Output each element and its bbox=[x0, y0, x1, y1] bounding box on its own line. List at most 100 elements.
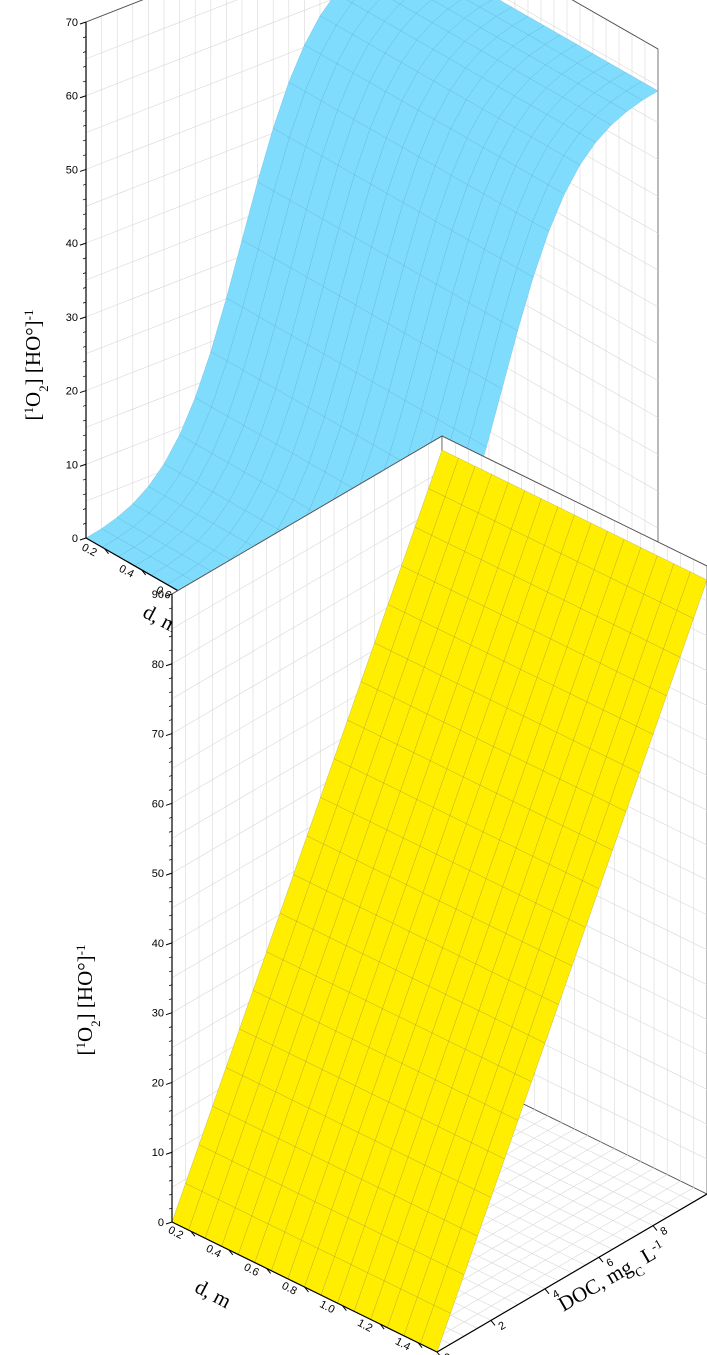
z-minor-tick bbox=[168, 998, 173, 1001]
z-axis-label: [1O2] [HO°]-1 bbox=[21, 310, 51, 421]
z-tick bbox=[79, 316, 87, 320]
y-tick-label: 0 bbox=[443, 1351, 454, 1355]
z-minor-tick bbox=[168, 691, 173, 694]
z-tick bbox=[79, 537, 87, 541]
z-tick-label: 40 bbox=[152, 938, 164, 950]
z-minor-tick bbox=[168, 1054, 173, 1056]
z-minor-tick bbox=[82, 301, 87, 304]
y-tick bbox=[598, 1256, 604, 1263]
surface-patch bbox=[346, 0, 355, 4]
z-minor-tick bbox=[168, 635, 173, 638]
z-minor-tick bbox=[168, 970, 173, 973]
z-minor-tick bbox=[82, 508, 87, 510]
z-tick-label: 90 bbox=[152, 589, 164, 601]
z-minor-tick bbox=[82, 183, 87, 186]
y-axis bbox=[436, 1193, 707, 1353]
x-tick bbox=[379, 1323, 385, 1330]
z-minor-tick bbox=[82, 36, 87, 39]
z-minor-tick bbox=[82, 228, 87, 230]
x-tick bbox=[266, 1268, 272, 1274]
z-minor-tick bbox=[82, 198, 87, 201]
z-minor-tick bbox=[82, 287, 87, 289]
z-tick bbox=[79, 242, 87, 246]
z-tick-label: 70 bbox=[152, 729, 164, 741]
x-tick bbox=[304, 1286, 309, 1293]
z-tick bbox=[165, 1012, 173, 1016]
z-tick-label: 60 bbox=[152, 798, 164, 810]
z-tick bbox=[165, 1081, 173, 1085]
z-minor-tick bbox=[82, 331, 87, 333]
y-tick bbox=[544, 1288, 550, 1295]
z-tick bbox=[79, 463, 87, 467]
z-tick bbox=[165, 663, 173, 667]
z-minor-tick bbox=[82, 257, 87, 260]
z-minor-tick bbox=[82, 404, 87, 407]
z-tick bbox=[79, 21, 87, 25]
z-minor-tick bbox=[168, 1179, 173, 1182]
z-tick bbox=[165, 802, 173, 806]
x-tick bbox=[228, 1249, 234, 1256]
z-minor-tick bbox=[168, 775, 173, 777]
x-tick bbox=[141, 569, 147, 576]
z-minor-tick bbox=[168, 1193, 173, 1196]
z-tick bbox=[165, 733, 173, 737]
z-minor-tick bbox=[168, 649, 173, 652]
z-minor-tick bbox=[168, 1123, 173, 1126]
z-tick-label: 70 bbox=[66, 17, 78, 29]
z-tick bbox=[165, 593, 173, 597]
z-tick-label: 20 bbox=[66, 386, 78, 398]
z-minor-tick bbox=[168, 984, 173, 987]
z-minor-tick bbox=[82, 110, 87, 112]
z-tick bbox=[79, 390, 87, 394]
z-minor-tick bbox=[82, 449, 87, 451]
z-tick bbox=[165, 872, 173, 876]
z-tick bbox=[165, 1221, 173, 1225]
z-tick-label: 50 bbox=[66, 164, 78, 176]
z-minor-tick bbox=[82, 434, 87, 437]
z-minor-tick bbox=[82, 80, 87, 83]
z-minor-tick bbox=[168, 816, 173, 819]
z-minor-tick bbox=[82, 346, 87, 348]
z-minor-tick bbox=[168, 1068, 173, 1070]
z-minor-tick bbox=[82, 493, 87, 496]
panel-B: B01020304050607080900.20.40.60.81.01.21.… bbox=[73, 435, 707, 1355]
surface-patch bbox=[392, 0, 405, 5]
z-minor-tick bbox=[168, 900, 173, 903]
z-minor-tick bbox=[168, 607, 173, 610]
z-minor-tick bbox=[82, 51, 87, 53]
gridline bbox=[85, 0, 659, 87]
z-minor-tick bbox=[168, 719, 173, 721]
y-tick-label: 6 bbox=[605, 1256, 616, 1269]
y-tick-label: 8 bbox=[659, 1225, 670, 1238]
z-tick-label: 20 bbox=[152, 1077, 164, 1089]
z-minor-tick bbox=[82, 213, 87, 215]
surface bbox=[171, 449, 707, 1353]
z-minor-tick bbox=[168, 886, 173, 889]
z-minor-tick bbox=[82, 419, 87, 422]
y-tick bbox=[490, 1320, 496, 1326]
z-minor-tick bbox=[168, 1026, 173, 1028]
x-tick bbox=[104, 548, 109, 554]
y-tick-label: 2 bbox=[497, 1320, 508, 1333]
z-minor-tick bbox=[168, 914, 173, 917]
x-tick bbox=[341, 1305, 347, 1311]
z-minor-tick bbox=[168, 621, 173, 624]
z-tick-label: 30 bbox=[66, 312, 78, 324]
z-tick-label: 0 bbox=[72, 533, 78, 545]
z-minor-tick bbox=[82, 154, 87, 157]
x-tick bbox=[417, 1342, 423, 1349]
z-minor-tick bbox=[168, 1110, 173, 1112]
z-minor-tick bbox=[168, 844, 173, 847]
z-tick-label: 40 bbox=[66, 238, 78, 250]
z-axis-label: [1O2] [HO°]-1 bbox=[73, 945, 103, 1056]
z-minor-tick bbox=[168, 705, 173, 707]
z-tick bbox=[165, 942, 173, 946]
z-tick-label: 10 bbox=[66, 459, 78, 471]
y-tick-label: 4 bbox=[551, 1288, 562, 1301]
z-minor-tick bbox=[168, 956, 173, 959]
z-minor-tick bbox=[168, 789, 173, 791]
z-minor-tick bbox=[82, 124, 87, 127]
x-axis-label: d, m bbox=[191, 1274, 235, 1313]
z-minor-tick bbox=[82, 522, 87, 525]
y-tick bbox=[652, 1225, 658, 1231]
